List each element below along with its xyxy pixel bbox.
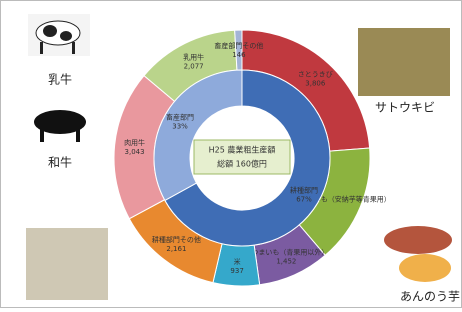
category-label: 耕種部門その他: [152, 235, 201, 244]
center-total: 総額 160億円: [217, 159, 267, 169]
value-label: 146: [232, 51, 246, 59]
photo-label: サトウキビ: [375, 101, 435, 115]
photo-label: 乳牛: [48, 72, 72, 87]
value-label: 2,077: [184, 62, 204, 70]
value-label: 1,452: [276, 257, 296, 265]
value-label: 937: [230, 267, 243, 275]
value-label: 33%: [172, 122, 188, 130]
value-label: 3,043: [125, 148, 145, 156]
center-title: H25 農業粗生産額: [209, 145, 276, 155]
category-label: 肉用牛: [124, 138, 145, 147]
photo-sugarcane: [358, 28, 450, 96]
category-label: さとうきび: [298, 71, 333, 79]
photo-product: [26, 228, 108, 300]
category-label: 畜産部門: [166, 112, 194, 121]
value-label: 67%: [296, 196, 312, 204]
category-label: 畜産部門その他: [214, 41, 263, 50]
value-label: 3,806: [305, 80, 326, 88]
category-label: 耕種部門: [290, 186, 318, 195]
page: 乳牛 和牛 サトウキビ あんのう芋 さとうきび3,806さつまいも（安納芋等青果…: [0, 0, 462, 308]
category-label: 乳用牛: [183, 52, 204, 61]
category-label: さつまいも（青果用以外）: [244, 247, 328, 256]
value-label: 2,161: [166, 245, 186, 253]
photo-label: 和牛: [48, 155, 72, 170]
photo-dairy-cow: [28, 14, 90, 56]
category-label: 米: [234, 257, 241, 266]
photo-label: あんのう芋: [400, 290, 460, 304]
